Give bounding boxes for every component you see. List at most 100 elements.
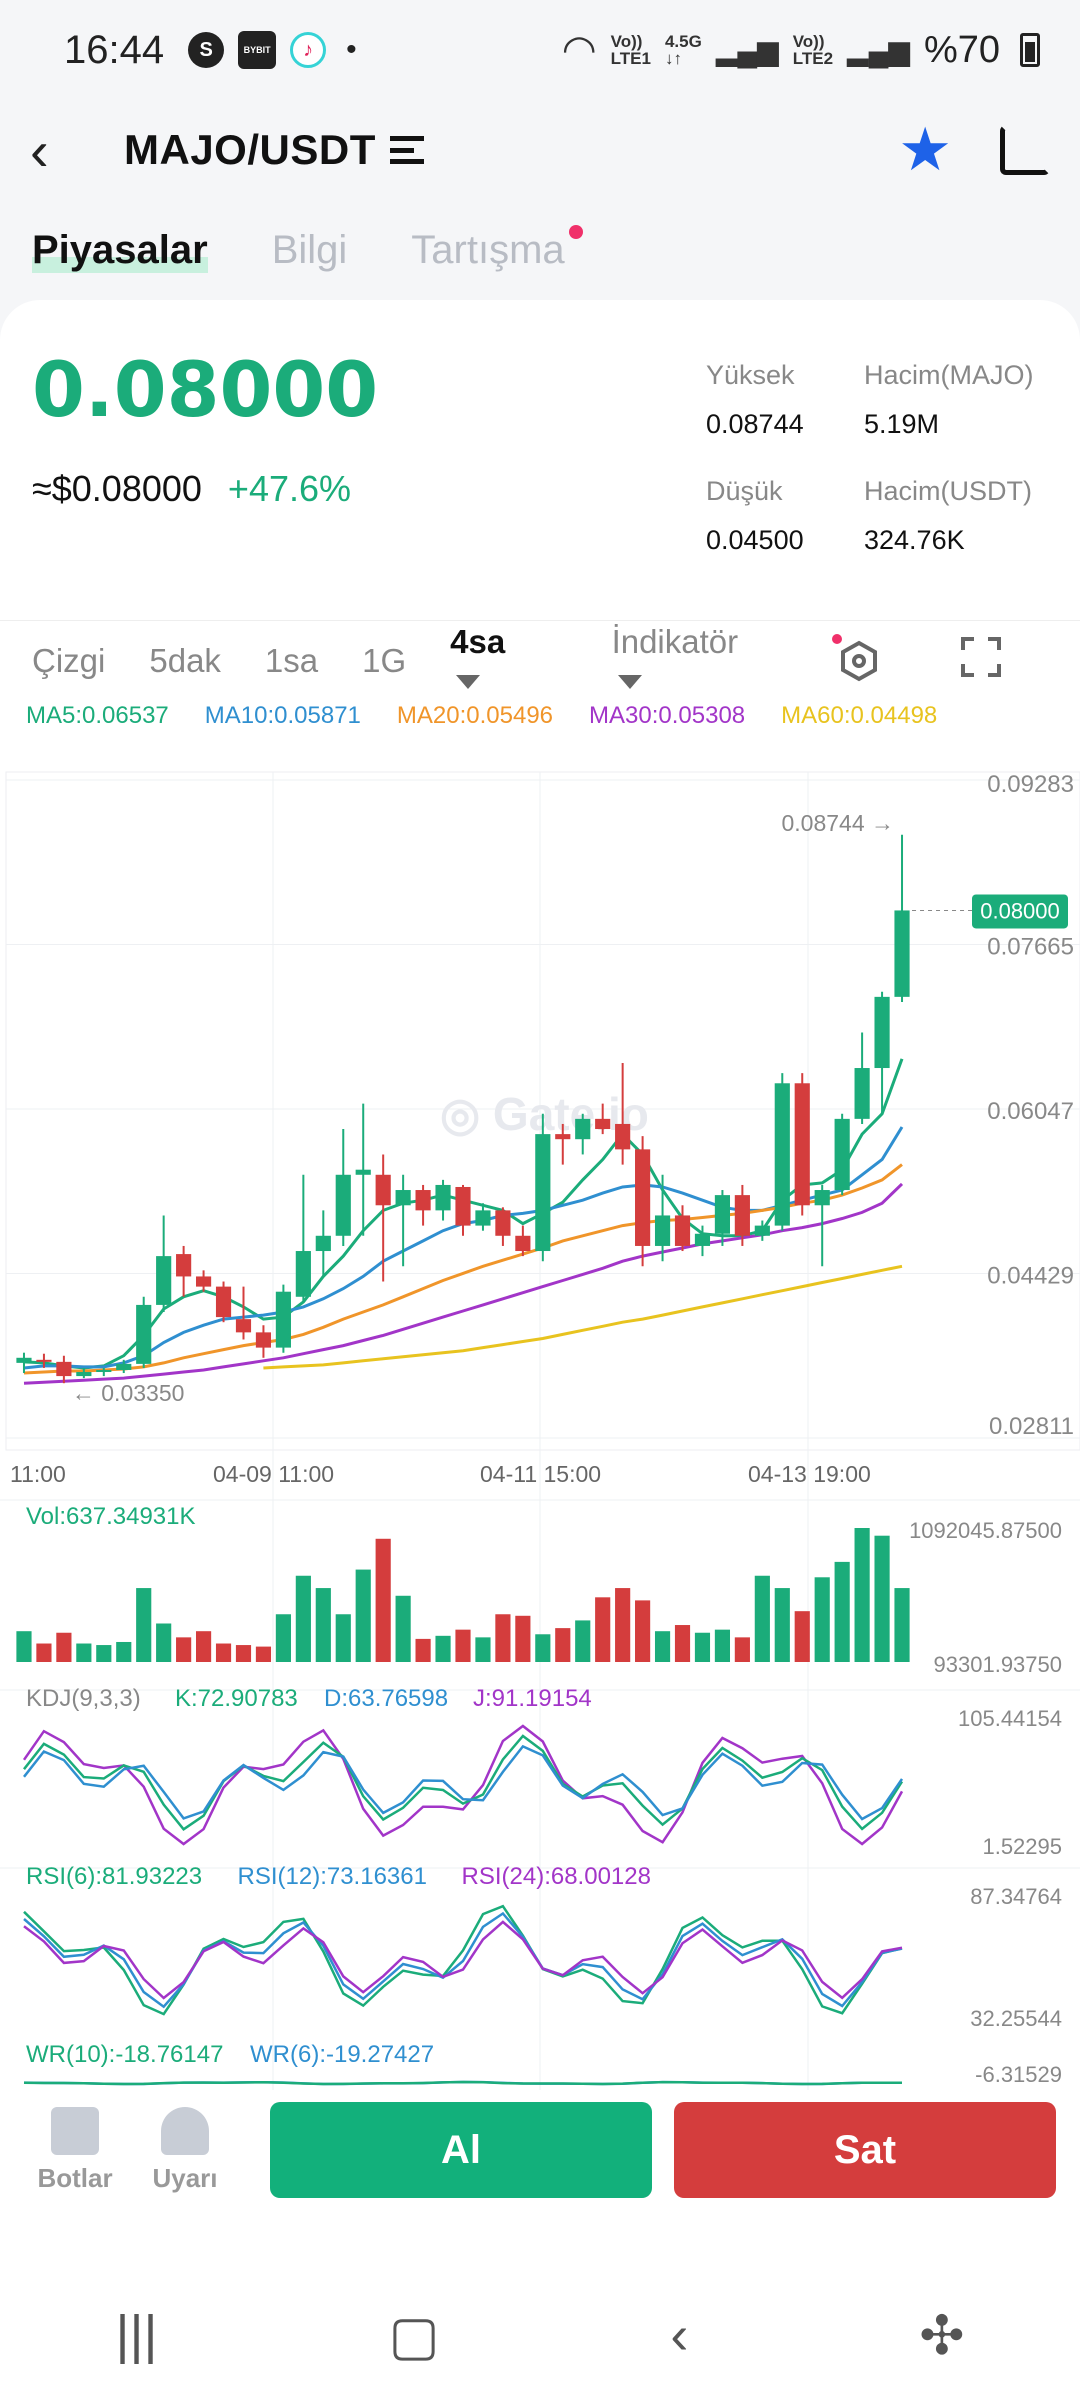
volume-bar: [116, 1641, 132, 1662]
tf-5m[interactable]: 5dak: [149, 641, 221, 679]
candle-body: [854, 1068, 870, 1119]
buy-button[interactable]: Al: [270, 2102, 652, 2198]
back-nav-icon[interactable]: ‹: [670, 2305, 689, 2365]
home-icon[interactable]: ▢: [388, 2305, 440, 2366]
x-tick-label: 11:00: [10, 1461, 66, 1487]
chevron-down-icon: [617, 674, 642, 689]
volume-bar: [275, 1614, 291, 1662]
fullscreen-icon[interactable]: [960, 636, 1002, 686]
volume-bar: [56, 1632, 72, 1662]
candle-body: [555, 1134, 571, 1140]
indicator-label: RSI(12):73.16361: [238, 1863, 427, 1890]
indicator-line: [22, 1724, 904, 1846]
stat-value: 0.08744: [706, 409, 804, 439]
tf-1h[interactable]: 1sa: [264, 641, 319, 679]
indicator-label: WR(10):-18.76147: [26, 2041, 223, 2068]
volume-bar: [355, 1569, 371, 1662]
tab-discussion[interactable]: Tartışma: [411, 227, 565, 272]
candle-body: [615, 1123, 631, 1150]
indicator-label: KDJ(9,3,3): [26, 1685, 141, 1712]
volume-bar: [575, 1620, 591, 1662]
kdj-panel: KDJ(9,3,3) K:72.90783 D:63.76598 J:91.19154…: [22, 1685, 1062, 1859]
volume-bar: [674, 1625, 691, 1662]
candle-body: [595, 1118, 611, 1130]
chart-settings-icon[interactable]: [832, 633, 880, 682]
candlestick-chart[interactable]: ◎ Gate.io 0.092830.076650.060470.044290.…: [0, 760, 1080, 2090]
candle-body: [734, 1195, 750, 1236]
candle-body: [215, 1286, 232, 1318]
volume-bar: [734, 1637, 750, 1662]
timeframe-bar: Çizgi 5dak 1sa 1G 4sa İndikatör: [0, 620, 1080, 700]
candle-body: [36, 1359, 52, 1362]
bots-icon: [51, 2106, 99, 2155]
tf-4h-label: 4sa: [450, 622, 506, 660]
pair-title[interactable]: MAJO/USDT: [124, 126, 376, 173]
section-tabs: Piyasalar Bilgi Tartışma: [0, 210, 1080, 290]
tab-info[interactable]: Bilgi: [271, 227, 348, 272]
candle-body: [455, 1186, 471, 1226]
tf-1d[interactable]: 1G: [362, 641, 407, 679]
price-change: +47.6%: [227, 468, 352, 509]
recent-apps-icon[interactable]: |||: [115, 2305, 158, 2365]
time-axis: 11:00 04-09 11:00 04-11 15:00 04-13 19:00: [10, 1461, 871, 1487]
tiktok-icon: ♪: [290, 32, 327, 68]
signal1-icon: ▂▄▆: [715, 34, 779, 66]
volume-bar: [235, 1645, 252, 1662]
indicator-min: 1.52295: [982, 1834, 1062, 1859]
battery-icon: [1020, 33, 1040, 67]
volume-bar: [455, 1629, 471, 1662]
favorite-star-icon[interactable]: ★: [898, 116, 952, 183]
ma-line-ma20: [23, 1163, 903, 1375]
volume-bar: [635, 1600, 651, 1662]
back-icon[interactable]: ‹: [30, 118, 49, 182]
indicator-label: D:63.76598: [324, 1685, 448, 1712]
volume-bar: [595, 1597, 611, 1662]
y-tick-label: 0.02811: [989, 1413, 1074, 1440]
y-tick-label: 0.09283: [987, 771, 1074, 798]
volume-bar: [96, 1645, 112, 1662]
sim2-indicator: Vo)) LTE2: [792, 32, 834, 68]
wr-panel: WR(10):-18.76147 WR(6):-19.27427 -6.31529: [23, 2041, 1062, 2087]
alerts-button[interactable]: Uyarı: [130, 2106, 240, 2194]
sell-button[interactable]: Sat: [674, 2102, 1056, 2198]
tf-line[interactable]: Çizgi: [32, 641, 106, 679]
ma-line-ma10: [23, 1126, 904, 1370]
volume-bar: [774, 1588, 790, 1662]
indicator-line: [23, 1734, 904, 1831]
accessibility-icon[interactable]: ✣: [919, 2305, 965, 2366]
indicator-label: İndikatör: [611, 622, 739, 660]
tf-4h[interactable]: 4sa: [450, 623, 567, 699]
indicator-min: 32.25544: [970, 2006, 1062, 2031]
action-bar: Botlar Uyarı Al Sat: [0, 2100, 1080, 2200]
volume-max-label: 1092045.87500: [909, 1518, 1062, 1543]
share-icon[interactable]: [1000, 125, 1050, 175]
ma10-label: MA10:0.05871: [204, 702, 361, 729]
last-price-tag: [972, 894, 1068, 929]
tab-discussion-wrap[interactable]: Tartışma: [411, 224, 583, 273]
pair-menu-icon[interactable]: [389, 136, 424, 164]
y-tick-label: 0.06047: [987, 1098, 1074, 1125]
candle-body: [714, 1195, 731, 1234]
indicator-max: -6.31529: [975, 2062, 1062, 2087]
indicator-dropdown[interactable]: İndikatör: [612, 623, 794, 699]
indicator-label: K:72.90783: [175, 1685, 298, 1712]
candle-body: [96, 1369, 112, 1373]
indicator-line: [23, 1911, 903, 2009]
tab-markets[interactable]: Piyasalar: [32, 227, 208, 273]
ma5-label: MA5:0.06537: [26, 702, 169, 729]
volume-bar: [176, 1637, 192, 1662]
candle-body: [335, 1174, 351, 1236]
last-price-text: 0.08000: [980, 898, 1060, 923]
unread-dot: [568, 224, 583, 239]
x-tick-label: 04-13 19:00: [748, 1461, 871, 1487]
bots-button[interactable]: Botlar: [20, 2106, 130, 2194]
candle-body: [575, 1118, 591, 1140]
candle-body: [415, 1190, 431, 1211]
volume-bar: [754, 1575, 770, 1662]
signal2-icon: ▂▄▆: [847, 34, 910, 66]
stat-label: Yüksek: [706, 360, 795, 390]
candle-body: [874, 996, 890, 1069]
volume-bar: [76, 1643, 92, 1662]
ma-legend: MA5:0.06537 MA10:0.05871 MA20:0.05496 MA…: [26, 702, 937, 730]
volume-bar: [495, 1614, 511, 1662]
